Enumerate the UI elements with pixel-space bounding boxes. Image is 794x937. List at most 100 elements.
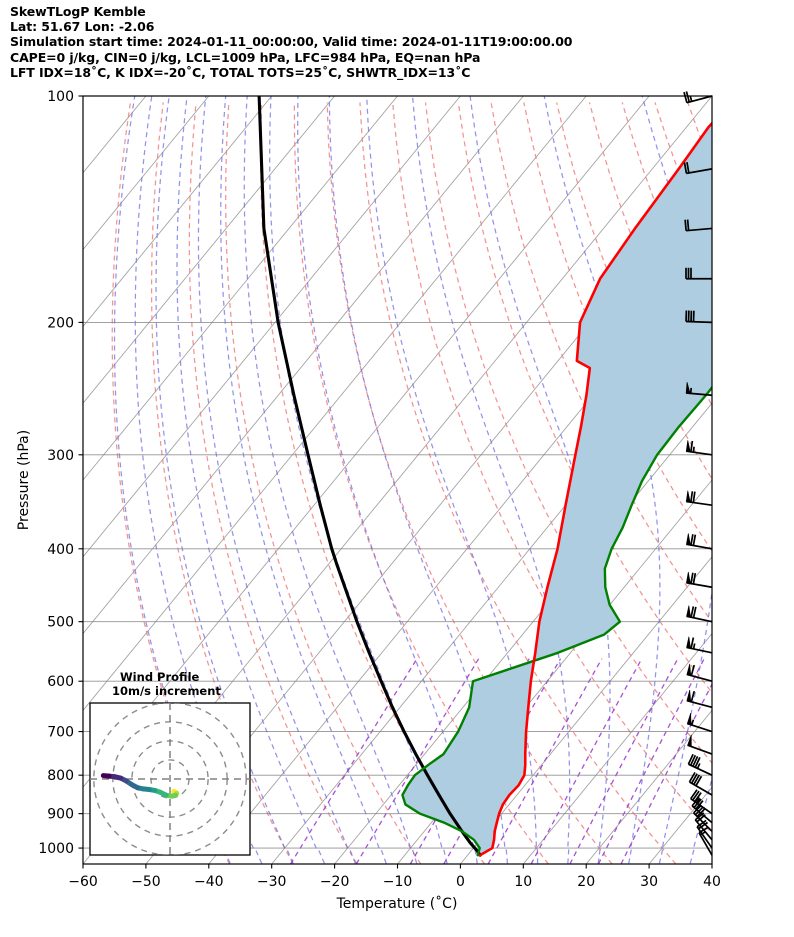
header-line-title: SkewTLogP Kemble (10, 4, 146, 19)
wind-barb-full (690, 534, 694, 546)
wind-barb-pennant (685, 440, 691, 453)
isotherm-line (208, 248, 712, 864)
wind-barb-full (690, 789, 698, 800)
wind-barb-full (694, 757, 701, 768)
wind-barb-pennant (685, 381, 691, 394)
wind-barb-shaft (686, 168, 713, 175)
x-axis-tick-label: −50 (131, 874, 161, 890)
y-axis-tick-label: 900 (47, 807, 74, 823)
wind-barb-shaft (690, 798, 713, 815)
isotherm-line (83, 96, 210, 251)
wind-barb-half (692, 643, 696, 650)
wind-barb-full (683, 91, 688, 103)
wind-barb-pennant (686, 533, 691, 546)
mixing-ratio-line (620, 682, 712, 864)
moist-adiabat-line (783, 96, 794, 863)
wind-barb-full (688, 772, 696, 783)
hodograph-title-line2: 10m/s increment (112, 684, 221, 698)
moist-layer-shading (402, 123, 712, 856)
moist-adiabat-line (176, 96, 325, 864)
wind-barb-half (696, 763, 701, 769)
x-axis-tick-label: 0 (456, 874, 465, 890)
thermodynamic-background-lines (83, 96, 794, 864)
hodograph-wind-trace (100, 773, 180, 799)
x-axis-tick-label: 30 (640, 874, 658, 890)
sounding-profiles (257, 96, 712, 857)
wind-barb-full (693, 774, 701, 785)
wind-barb-full (690, 491, 694, 503)
header-line-cape: CAPE=0 j/kg, CIN=0 j/kg, LCL=1009 hPa, L… (10, 49, 481, 65)
dewpoint-profile-line (401, 385, 712, 857)
moist-adiabat-line (243, 96, 418, 864)
dry-adiabat-line (721, 102, 794, 864)
wind-barb-pennant (686, 689, 692, 703)
wind-barb-full (689, 754, 697, 766)
wind-barb-half (689, 95, 693, 102)
header-line-coords: Lat: 51.67 Lon: -2.06 (10, 19, 155, 35)
wind-barb-full (698, 821, 709, 830)
mixing-ratio-line (355, 658, 480, 864)
mixing-ratio-line (597, 658, 705, 864)
wind-barb-shaft (691, 805, 713, 824)
wind-barb-shaft (698, 832, 713, 856)
wind-barbs (683, 91, 713, 856)
y-axis-tick-label: 600 (47, 674, 74, 690)
isotherm-line (460, 556, 712, 864)
wind-barb-full (683, 162, 688, 174)
x-axis-tick-label: −30 (257, 874, 287, 890)
y-axis: 100 200 300 400 500 600 700 800 900 1000 (38, 89, 83, 857)
dry-adiabat-line (392, 102, 712, 835)
isotherm-line (83, 96, 273, 328)
wind-barb-shaft (686, 95, 713, 104)
y-axis-tick-label: 800 (47, 768, 74, 784)
wind-barb-full (692, 491, 696, 503)
moist-adiabat-line (411, 96, 571, 864)
x-axis-label: Temperature (˚C) (336, 895, 458, 912)
mixing-ratio-line (569, 658, 679, 864)
temp-dewpoint-fill (402, 123, 712, 856)
y-axis-tick-label: 200 (47, 315, 74, 331)
mixing-ratio-line (487, 658, 603, 864)
dry-adiabat-line (753, 102, 794, 864)
dry-adiabat-line (786, 102, 794, 864)
dry-adiabat-line (424, 102, 712, 764)
wind-barb-full (694, 806, 704, 816)
wind-barb-full (692, 790, 700, 801)
x-axis: −60 −50 −40 −30 −20 −10 0 10 20 30 40 (68, 864, 721, 890)
hodograph-inset: Wind Profile 10m/s increment (89, 670, 251, 856)
wind-barb-shaft (686, 227, 713, 232)
wind-barb-full (692, 606, 697, 618)
y-axis-label: Pressure (hPa) (16, 430, 32, 530)
wind-barb-full (690, 440, 694, 452)
wind-barb-half (692, 446, 695, 453)
y-axis-tick-label: 100 (47, 89, 74, 105)
header-line-times: Simulation start time: 2024-01-11_00:00:… (10, 34, 573, 50)
wind-barb-shaft (689, 781, 713, 796)
wind-barb-full (690, 572, 694, 584)
wind-barb-full (692, 755, 699, 767)
x-axis-tick-label: 40 (703, 874, 721, 890)
dry-adiabat-line (293, 102, 549, 864)
wind-barb-full (686, 219, 690, 231)
wind-barb-full (690, 637, 695, 649)
y-axis-tick-label: 1000 (38, 841, 74, 857)
wind-barb-full (690, 690, 696, 703)
wind-barb-full (692, 534, 697, 546)
wind-barb-shaft (696, 826, 713, 849)
isotherm-line (775, 96, 794, 864)
isotherm-line (83, 96, 398, 481)
wind-barb-half (696, 798, 701, 804)
wind-barb-pennant (685, 490, 691, 503)
wind-barb-full (695, 775, 703, 787)
wind-barb-pennant (686, 636, 691, 649)
y-axis-tick-label: 700 (47, 725, 74, 741)
x-axis-tick-label: −40 (194, 874, 224, 890)
wind-barb-full (685, 91, 691, 103)
wind-barb-shaft (688, 763, 713, 776)
wind-barb-full (694, 792, 702, 803)
moist-adiabat-line (752, 96, 794, 863)
x-axis-tick-label: −10 (383, 874, 413, 890)
wind-barb-full (693, 804, 702, 814)
